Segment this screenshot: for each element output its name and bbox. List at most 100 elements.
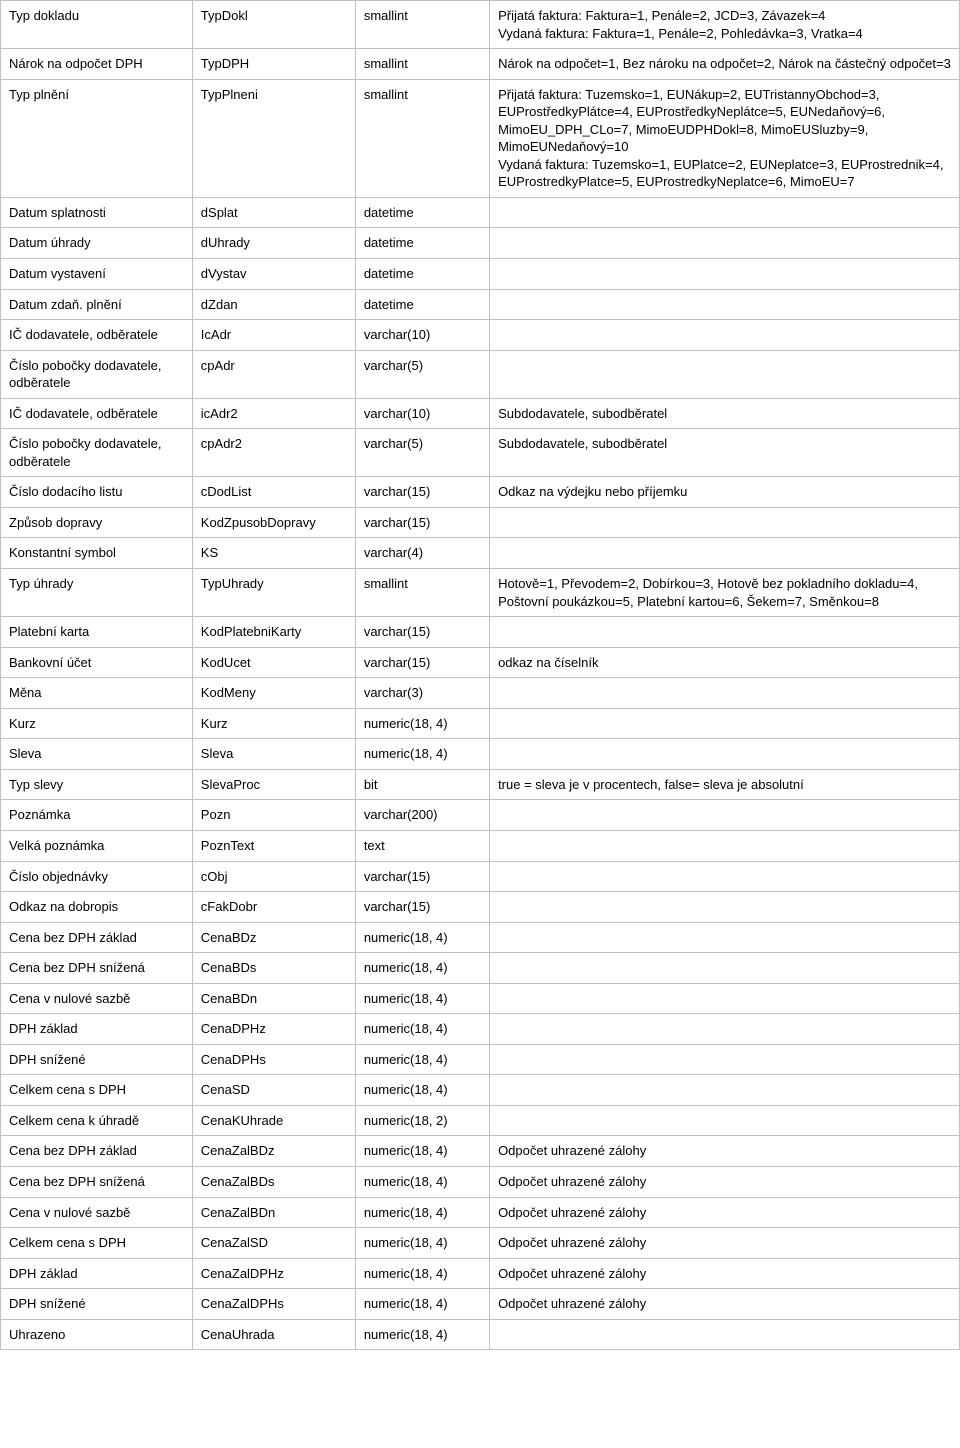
cell-type: datetime bbox=[355, 259, 489, 290]
cell-field: CenaZalBDn bbox=[192, 1197, 355, 1228]
cell-label: Celkem cena k úhradě bbox=[1, 1105, 193, 1136]
cell-field: CenaZalSD bbox=[192, 1228, 355, 1259]
schema-table: Typ dokladuTypDoklsmallintPřijatá faktur… bbox=[0, 0, 960, 1350]
cell-type: varchar(15) bbox=[355, 477, 489, 508]
cell-desc: Přijatá faktura: Faktura=1, Penále=2, JC… bbox=[490, 1, 960, 49]
cell-desc: Subdodavatele, subodběratel bbox=[490, 398, 960, 429]
cell-desc: Nárok na odpočet=1, Bez nároku na odpoče… bbox=[490, 49, 960, 80]
cell-desc bbox=[490, 617, 960, 648]
table-row: Platební kartaKodPlatebniKartyvarchar(15… bbox=[1, 617, 960, 648]
cell-desc: Odpočet uhrazené zálohy bbox=[490, 1289, 960, 1320]
cell-field: Pozn bbox=[192, 800, 355, 831]
cell-field: CenaKUhrade bbox=[192, 1105, 355, 1136]
table-row: Cena bez DPH základCenaBDznumeric(18, 4) bbox=[1, 922, 960, 953]
cell-type: varchar(5) bbox=[355, 350, 489, 398]
cell-desc: Hotově=1, Převodem=2, Dobírkou=3, Hotově… bbox=[490, 569, 960, 617]
cell-field: Sleva bbox=[192, 739, 355, 770]
cell-type: smallint bbox=[355, 49, 489, 80]
cell-label: DPH základ bbox=[1, 1258, 193, 1289]
cell-field: cDodList bbox=[192, 477, 355, 508]
table-row: DPH základCenaZalDPHznumeric(18, 4)Odpoč… bbox=[1, 1258, 960, 1289]
cell-type: varchar(15) bbox=[355, 647, 489, 678]
cell-label: Způsob dopravy bbox=[1, 507, 193, 538]
table-row: Celkem cena s DPHCenaSDnumeric(18, 4) bbox=[1, 1075, 960, 1106]
cell-type: varchar(10) bbox=[355, 398, 489, 429]
cell-label: Cena bez DPH základ bbox=[1, 922, 193, 953]
cell-label: Cena bez DPH snížená bbox=[1, 953, 193, 984]
cell-label: DPH základ bbox=[1, 1014, 193, 1045]
cell-field: TypUhrady bbox=[192, 569, 355, 617]
table-row: Datum zdaň. plněnídZdandatetime bbox=[1, 289, 960, 320]
cell-type: numeric(18, 4) bbox=[355, 953, 489, 984]
cell-desc: Odpočet uhrazené zálohy bbox=[490, 1136, 960, 1167]
cell-label: Cena bez DPH snížená bbox=[1, 1166, 193, 1197]
cell-desc bbox=[490, 708, 960, 739]
cell-type: numeric(18, 4) bbox=[355, 1289, 489, 1320]
table-row: SlevaSlevanumeric(18, 4) bbox=[1, 739, 960, 770]
cell-field: dSplat bbox=[192, 197, 355, 228]
cell-type: varchar(5) bbox=[355, 429, 489, 477]
cell-desc: Odkaz na výdejku nebo příjemku bbox=[490, 477, 960, 508]
table-row: Cena bez DPH sníženáCenaBDsnumeric(18, 4… bbox=[1, 953, 960, 984]
cell-desc: Subdodavatele, subodběratel bbox=[490, 429, 960, 477]
table-row: Datum úhradydUhradydatetime bbox=[1, 228, 960, 259]
cell-field: cpAdr2 bbox=[192, 429, 355, 477]
table-row: Způsob dopravyKodZpusobDopravyvarchar(15… bbox=[1, 507, 960, 538]
cell-label: Typ úhrady bbox=[1, 569, 193, 617]
cell-desc bbox=[490, 228, 960, 259]
cell-field: KS bbox=[192, 538, 355, 569]
cell-type: datetime bbox=[355, 228, 489, 259]
cell-label: Kurz bbox=[1, 708, 193, 739]
cell-type: numeric(18, 4) bbox=[355, 1319, 489, 1350]
cell-type: smallint bbox=[355, 79, 489, 197]
table-row: Číslo objednávkycObjvarchar(15) bbox=[1, 861, 960, 892]
cell-label: Datum splatnosti bbox=[1, 197, 193, 228]
cell-type: numeric(18, 4) bbox=[355, 1136, 489, 1167]
cell-label: Typ dokladu bbox=[1, 1, 193, 49]
table-row: Číslo dodacího listucDodListvarchar(15)O… bbox=[1, 477, 960, 508]
cell-field: KodUcet bbox=[192, 647, 355, 678]
cell-field: dUhrady bbox=[192, 228, 355, 259]
cell-desc bbox=[490, 197, 960, 228]
cell-desc bbox=[490, 830, 960, 861]
cell-field: CenaBDn bbox=[192, 983, 355, 1014]
cell-field: TypPlneni bbox=[192, 79, 355, 197]
cell-desc: Přijatá faktura: Tuzemsko=1, EUNákup=2, … bbox=[490, 79, 960, 197]
cell-desc bbox=[490, 739, 960, 770]
table-row: DPH základCenaDPHznumeric(18, 4) bbox=[1, 1014, 960, 1045]
table-row: IČ dodavatele, odběrateleicAdr2varchar(1… bbox=[1, 398, 960, 429]
cell-label: Sleva bbox=[1, 739, 193, 770]
cell-field: TypDokl bbox=[192, 1, 355, 49]
cell-type: numeric(18, 4) bbox=[355, 922, 489, 953]
cell-type: numeric(18, 2) bbox=[355, 1105, 489, 1136]
cell-label: Cena v nulové sazbě bbox=[1, 983, 193, 1014]
table-row: Cena v nulové sazběCenaBDnnumeric(18, 4) bbox=[1, 983, 960, 1014]
cell-label: Měna bbox=[1, 678, 193, 709]
cell-label: Uhrazeno bbox=[1, 1319, 193, 1350]
cell-type: numeric(18, 4) bbox=[355, 739, 489, 770]
table-row: KurzKurznumeric(18, 4) bbox=[1, 708, 960, 739]
cell-desc bbox=[490, 538, 960, 569]
schema-table-body: Typ dokladuTypDoklsmallintPřijatá faktur… bbox=[1, 1, 960, 1350]
cell-desc bbox=[490, 320, 960, 351]
table-row: DPH sníženéCenaDPHsnumeric(18, 4) bbox=[1, 1044, 960, 1075]
cell-label: Datum úhrady bbox=[1, 228, 193, 259]
cell-field: SlevaProc bbox=[192, 769, 355, 800]
cell-label: Celkem cena s DPH bbox=[1, 1075, 193, 1106]
cell-field: Kurz bbox=[192, 708, 355, 739]
cell-type: numeric(18, 4) bbox=[355, 1044, 489, 1075]
table-row: Datum vystavenídVystavdatetime bbox=[1, 259, 960, 290]
cell-field: PoznText bbox=[192, 830, 355, 861]
cell-type: smallint bbox=[355, 1, 489, 49]
cell-label: Datum vystavení bbox=[1, 259, 193, 290]
cell-type: numeric(18, 4) bbox=[355, 1014, 489, 1045]
cell-label: Konstantní symbol bbox=[1, 538, 193, 569]
table-row: Konstantní symbolKSvarchar(4) bbox=[1, 538, 960, 569]
cell-type: numeric(18, 4) bbox=[355, 1228, 489, 1259]
cell-field: CenaZalDPHs bbox=[192, 1289, 355, 1320]
cell-label: Číslo pobočky dodavatele, odběratele bbox=[1, 350, 193, 398]
cell-field: IcAdr bbox=[192, 320, 355, 351]
cell-field: KodMeny bbox=[192, 678, 355, 709]
cell-field: CenaDPHz bbox=[192, 1014, 355, 1045]
cell-field: CenaZalBDz bbox=[192, 1136, 355, 1167]
